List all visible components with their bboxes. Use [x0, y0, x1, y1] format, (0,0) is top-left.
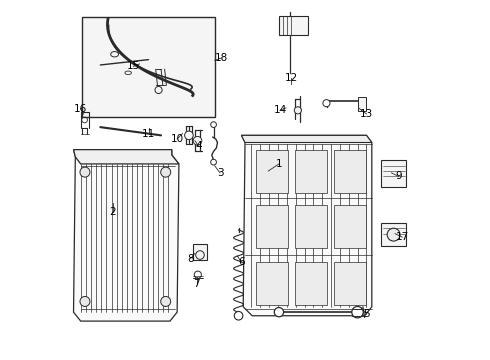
Circle shape	[196, 251, 204, 259]
Text: 4: 4	[195, 141, 202, 151]
Bar	[193, 244, 207, 260]
Bar	[381, 160, 407, 187]
Circle shape	[211, 122, 217, 127]
Circle shape	[323, 100, 330, 107]
Circle shape	[161, 296, 171, 306]
Text: 9: 9	[395, 171, 402, 181]
Bar	[334, 262, 367, 305]
Text: 7: 7	[194, 279, 200, 289]
Text: 10: 10	[171, 134, 184, 144]
Bar	[256, 205, 288, 248]
Bar	[279, 16, 308, 35]
Circle shape	[387, 228, 400, 241]
Polygon shape	[74, 150, 179, 164]
Circle shape	[211, 159, 217, 165]
Bar	[82, 18, 215, 117]
Text: 16: 16	[74, 104, 87, 113]
Bar	[256, 150, 288, 193]
Circle shape	[352, 306, 363, 318]
Bar	[295, 150, 327, 193]
Text: 13: 13	[360, 109, 373, 119]
Bar	[334, 205, 367, 248]
Text: 8: 8	[187, 253, 194, 264]
Text: 11: 11	[142, 129, 155, 139]
Bar	[256, 262, 288, 305]
Text: 14: 14	[273, 105, 287, 115]
Circle shape	[161, 167, 171, 177]
Bar	[358, 97, 367, 111]
Circle shape	[194, 271, 201, 278]
Text: 3: 3	[217, 168, 223, 178]
Text: 17: 17	[395, 232, 409, 242]
Circle shape	[185, 131, 193, 140]
Circle shape	[80, 167, 90, 177]
Text: 2: 2	[110, 207, 116, 217]
Circle shape	[294, 107, 301, 114]
Text: 15: 15	[127, 62, 140, 71]
Circle shape	[80, 296, 90, 306]
Polygon shape	[74, 150, 179, 321]
Text: 6: 6	[238, 257, 245, 267]
Text: 1: 1	[275, 159, 282, 169]
Bar	[334, 150, 367, 193]
Circle shape	[193, 136, 202, 145]
Polygon shape	[242, 135, 372, 316]
Bar	[295, 205, 327, 248]
Text: 18: 18	[215, 53, 228, 63]
Text: 12: 12	[285, 73, 298, 83]
Bar	[381, 223, 407, 246]
Bar	[295, 262, 327, 305]
Polygon shape	[242, 135, 372, 143]
Text: 5: 5	[363, 309, 370, 319]
Circle shape	[234, 311, 243, 320]
Circle shape	[274, 307, 284, 317]
